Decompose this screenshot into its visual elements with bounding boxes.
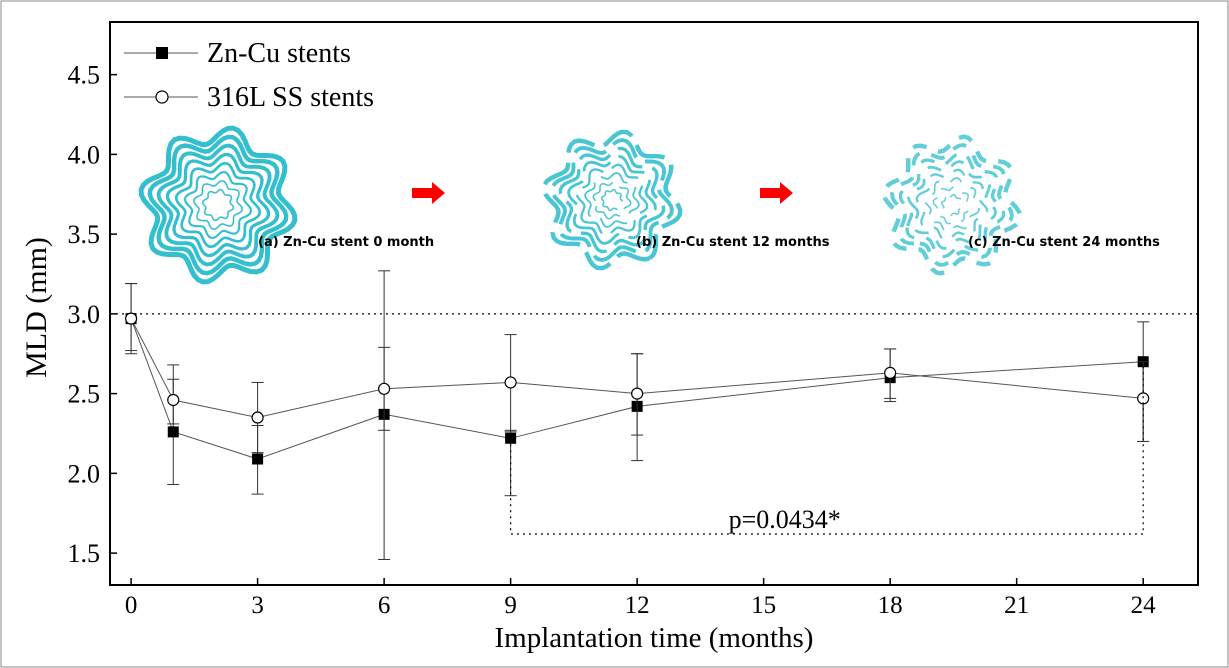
y-tick-label: 2.5: [68, 380, 101, 409]
x-tick-label: 3: [251, 592, 264, 619]
data-point: [252, 453, 264, 465]
x-axis-label: Implantation time (months): [495, 622, 814, 654]
y-tick-label: 4.5: [68, 61, 101, 90]
stent-strut: [183, 170, 253, 240]
stent-strut: [584, 172, 640, 228]
p-value-label: p=0.0434*: [729, 505, 841, 534]
legend-marker: [155, 90, 169, 104]
stent-strut: [201, 188, 235, 222]
stent-strut: [924, 177, 980, 233]
legend-label: Zn-Cu stents: [207, 38, 351, 69]
stent-strut: [156, 143, 280, 267]
stent-strut: [592, 180, 632, 220]
x-tick-label: 0: [125, 592, 138, 619]
stent-strut: [932, 185, 972, 225]
stent-strut: [898, 151, 1006, 259]
x-tick-label: 15: [751, 592, 776, 619]
stent-strut: [600, 188, 624, 212]
y-axis-label: MLD (mm): [20, 237, 53, 378]
y-tick-label: 1.5: [68, 539, 101, 568]
data-point: [378, 382, 391, 395]
inset-label: (b) Zn-Cu stent 12 months: [636, 235, 830, 250]
arrow-icon: [412, 182, 445, 204]
legend-marker: [156, 47, 168, 59]
stent-strut: [541, 129, 683, 271]
data-point: [884, 366, 897, 379]
data-point: [167, 393, 180, 407]
stent-strut: [558, 146, 666, 254]
x-tick-label: 12: [625, 592, 650, 619]
legend-item: Zn-Cu stents: [124, 38, 351, 69]
stent-insets: (a) Zn-Cu stent 0 month (b) Zn-Cu stent 1…: [138, 125, 1160, 285]
inset-label: (c) Zn-Cu stent 24 months: [968, 235, 1160, 250]
stent-strut: [890, 143, 1014, 267]
plot-frame: [109, 21, 1199, 586]
x-tick-label: 9: [504, 592, 517, 619]
series-line: [130, 318, 1144, 419]
data-point: [631, 387, 644, 400]
legend-item: 316L SS stents: [124, 82, 374, 113]
arrow-icon: [760, 182, 793, 204]
series-line: [130, 318, 1144, 460]
y-tick-label: 4.0: [68, 140, 101, 169]
x-tick-label: 18: [878, 592, 903, 619]
significance-bracket: p=0.0434*: [510, 361, 1144, 535]
x-tick-label: 21: [1004, 592, 1029, 619]
data-point: [167, 426, 179, 438]
legend: Zn-Cu stents 316L SS stents: [124, 38, 374, 113]
y-tick-label: 3.5: [68, 220, 101, 249]
stent-strut: [165, 152, 271, 258]
stent-inset: (b) Zn-Cu stent 12 months: [541, 129, 830, 271]
stent-strut: [575, 163, 649, 237]
stent-strut: [550, 138, 674, 262]
data-point: [504, 376, 517, 389]
stent-inset: (a) Zn-Cu stent 0 month: [138, 125, 434, 285]
x-tick-label: 6: [378, 592, 391, 619]
y-tick-label: 2.0: [68, 459, 101, 488]
stent-strut: [174, 161, 262, 249]
stent-strut: [193, 180, 243, 230]
series: [124, 283, 1150, 454]
stent-strut: [940, 193, 964, 217]
legend-label: 316L SS stents: [207, 82, 374, 113]
y-tick-label: 3.0: [68, 300, 101, 329]
data-point: [124, 312, 138, 325]
data-point: [251, 411, 264, 424]
stent-strut: [138, 125, 298, 285]
stent-inset: (c) Zn-Cu stent 24 months: [881, 134, 1160, 276]
plot-area: 0 3 6 9 12 15 18 21 24 1.5 2.0 2.5 3.0 3.5 4.0 4.5 Impla…: [20, 21, 1199, 654]
stent-strut: [567, 155, 657, 245]
x-tick-label: 24: [1131, 592, 1157, 619]
inset-label: (a) Zn-Cu stent 0 month: [258, 235, 434, 250]
stent-strut: [147, 134, 289, 276]
